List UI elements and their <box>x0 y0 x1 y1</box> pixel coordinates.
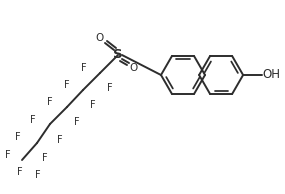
Text: S: S <box>113 48 123 61</box>
Text: F: F <box>74 117 80 127</box>
Text: F: F <box>47 97 53 107</box>
Text: O: O <box>129 63 137 73</box>
Text: F: F <box>57 135 63 145</box>
Text: F: F <box>107 83 113 93</box>
Text: F: F <box>90 100 96 110</box>
Text: F: F <box>42 153 48 163</box>
Text: F: F <box>64 80 70 90</box>
Text: F: F <box>5 150 11 160</box>
Text: F: F <box>15 132 21 142</box>
Text: F: F <box>35 170 41 180</box>
Text: F: F <box>81 63 87 73</box>
Text: O: O <box>96 33 104 43</box>
Text: F: F <box>17 167 23 177</box>
Text: OH: OH <box>262 68 280 81</box>
Text: F: F <box>30 115 36 125</box>
